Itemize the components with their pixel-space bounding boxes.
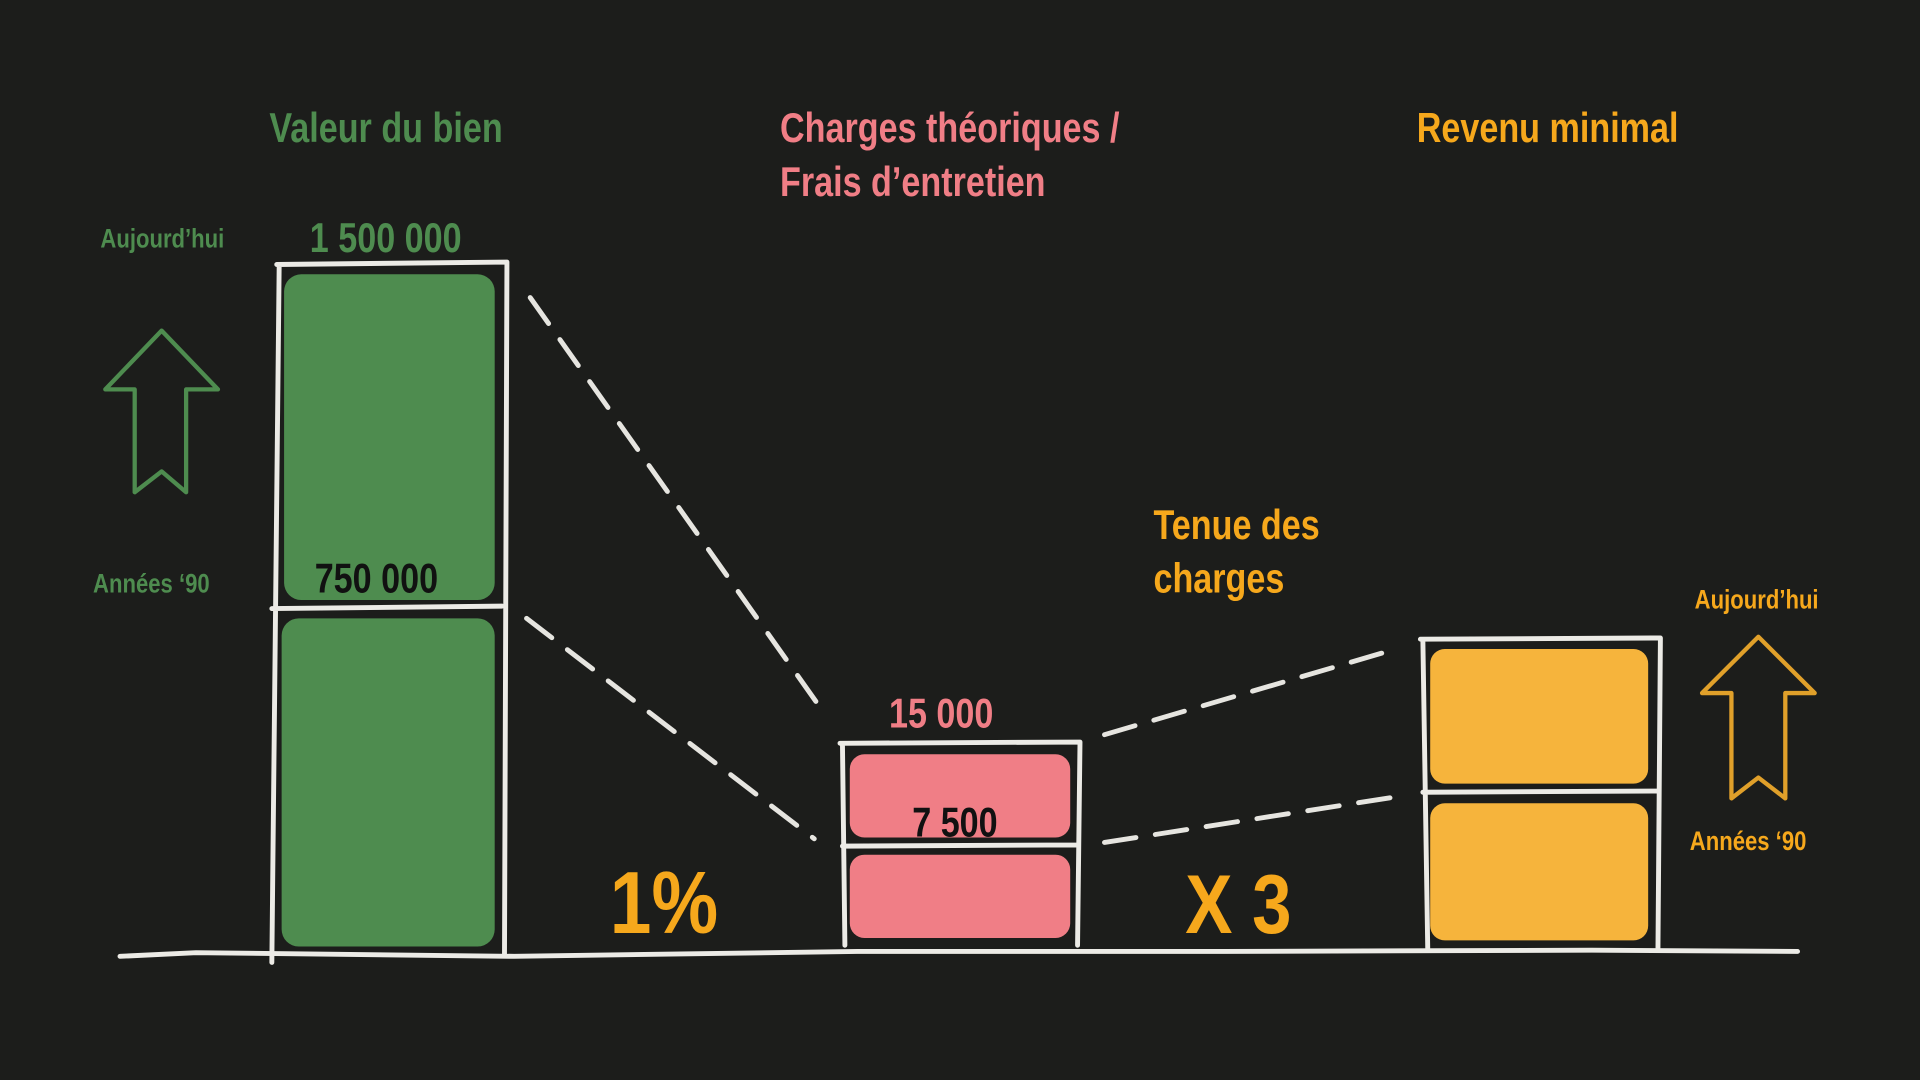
connector-dashed xyxy=(527,295,823,711)
fill-charges-today xyxy=(849,754,1071,838)
fill-charges-90s xyxy=(849,854,1071,938)
title-charges-line1: Charges théoriques / xyxy=(780,106,1120,152)
title-property-value: Valeur du bien xyxy=(269,106,502,152)
arrow-up-icon xyxy=(1699,634,1817,801)
value-90s-charges: 7 500 xyxy=(912,800,997,846)
box-charges xyxy=(837,739,1083,948)
ground-line xyxy=(117,947,1800,959)
connector-dashed xyxy=(1102,793,1405,845)
fill-property-today xyxy=(284,274,495,600)
title-charges-line2: Frais d’entretien xyxy=(780,160,1046,206)
title-income: Revenu minimal xyxy=(1417,106,1679,152)
fill-income-today xyxy=(1430,648,1649,784)
arrow-up-icon xyxy=(103,328,221,495)
value-today-charges: 15 000 xyxy=(889,691,993,737)
label-today-property: Aujourd’hui xyxy=(100,224,224,254)
fill-property-90s xyxy=(281,618,495,947)
value-today-property: 1 500 000 xyxy=(310,216,462,262)
value-90s-property: 750 000 xyxy=(315,557,438,603)
box-property xyxy=(269,259,510,965)
multiplier: X 3 xyxy=(1185,859,1291,952)
fill-income-90s xyxy=(1430,803,1649,941)
label-90s-property: Années ‘90 xyxy=(93,570,210,600)
note-line1: Tenue des xyxy=(1153,503,1319,549)
note-line2: charges xyxy=(1153,557,1284,603)
rate-percent: 1% xyxy=(610,854,718,952)
label-90s-income: Années ‘90 xyxy=(1690,827,1807,857)
box-income xyxy=(1417,635,1663,953)
connector-dashed xyxy=(1102,646,1399,738)
connector-dashed xyxy=(524,615,817,842)
label-today-income: Aujourd’hui xyxy=(1695,586,1819,616)
